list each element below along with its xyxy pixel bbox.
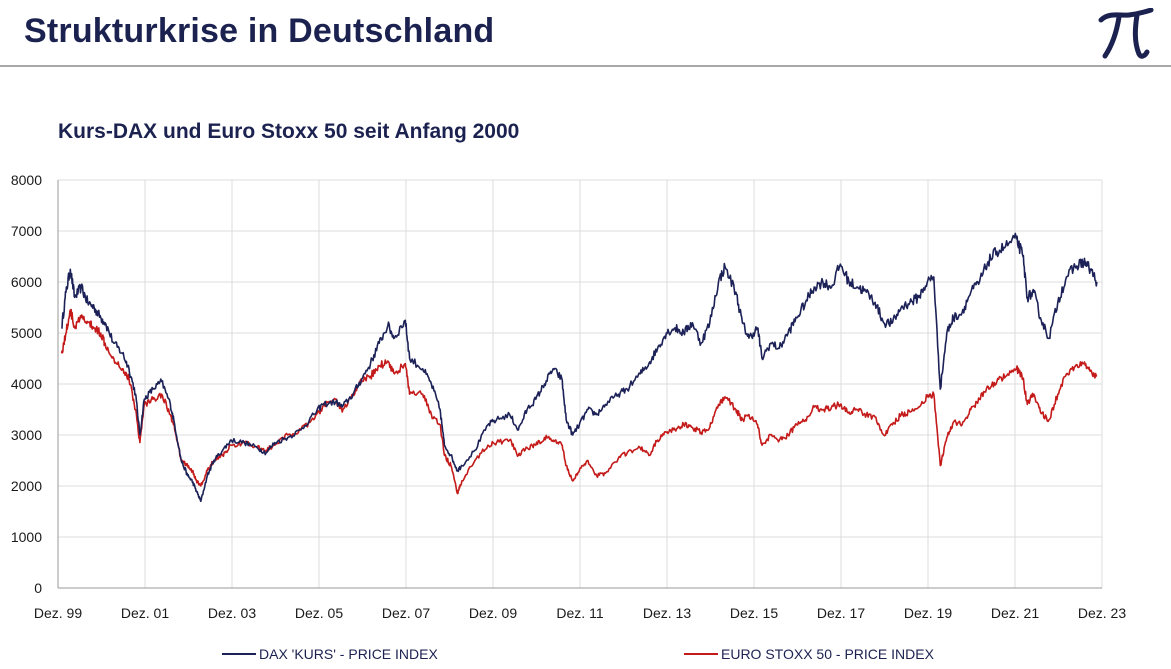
y-tick-label: 2000 <box>11 478 42 494</box>
x-tick-label: Dez. 23 <box>1078 605 1126 621</box>
legend-label-stoxx: EURO STOXX 50 - PRICE INDEX <box>721 646 934 662</box>
tick-labels: 0 1000 2000 3000 4000 5000 6000 7000 8000 Dez. 99… <box>11 172 1126 621</box>
series-line-stoxx <box>60 308 1098 495</box>
x-tick-label: Dez. 19 <box>904 605 952 621</box>
axes <box>57 180 1102 589</box>
legend-label-dax: DAX 'KURS' - PRICE INDEX <box>259 646 438 662</box>
x-tick-label: Dez. 17 <box>817 605 865 621</box>
y-tick-label: 6000 <box>11 274 42 290</box>
x-tick-label: Dez. 13 <box>643 605 691 621</box>
x-tick-label: Dez. 11 <box>556 605 603 621</box>
x-tick-label: Dez. 09 <box>469 605 517 621</box>
x-tick-label: Dez. 01 <box>121 605 169 621</box>
legend-swatch-dax <box>222 653 256 655</box>
legend-swatch-stoxx <box>684 653 718 655</box>
y-tick-label: 7000 <box>11 223 42 239</box>
page-header: Strukturkrise in Deutschland <box>0 0 1171 66</box>
x-tick-label: Dez. 07 <box>382 605 430 621</box>
pi-icon <box>1098 8 1154 59</box>
x-tick-label: Dez. 03 <box>208 605 256 621</box>
y-tick-label: 0 <box>34 580 42 596</box>
legend-item-dax: DAX 'KURS' - PRICE INDEX <box>222 643 438 665</box>
y-tick-label: 4000 <box>11 376 42 392</box>
x-tick-label: Dez. 99 <box>34 605 82 621</box>
legend-item-stoxx: EURO STOXX 50 - PRICE INDEX <box>684 643 934 665</box>
y-tick-label: 5000 <box>11 325 42 341</box>
x-tick-label: Dez. 21 <box>991 605 1039 621</box>
y-tick-label: 8000 <box>11 172 42 188</box>
x-tick-label: Dez. 15 <box>730 605 778 621</box>
grid-lines <box>58 179 1103 588</box>
series-lines <box>60 232 1098 503</box>
header-divider <box>0 65 1171 67</box>
y-tick-label: 1000 <box>11 529 42 545</box>
chart-title: Kurs-DAX und Euro Stoxx 50 seit Anfang 2… <box>58 120 520 143</box>
x-tick-label: Dez. 05 <box>295 605 343 621</box>
series-line-dax <box>61 232 1098 503</box>
page-title: Strukturkrise in Deutschland <box>24 12 495 50</box>
y-tick-label: 3000 <box>11 427 42 443</box>
